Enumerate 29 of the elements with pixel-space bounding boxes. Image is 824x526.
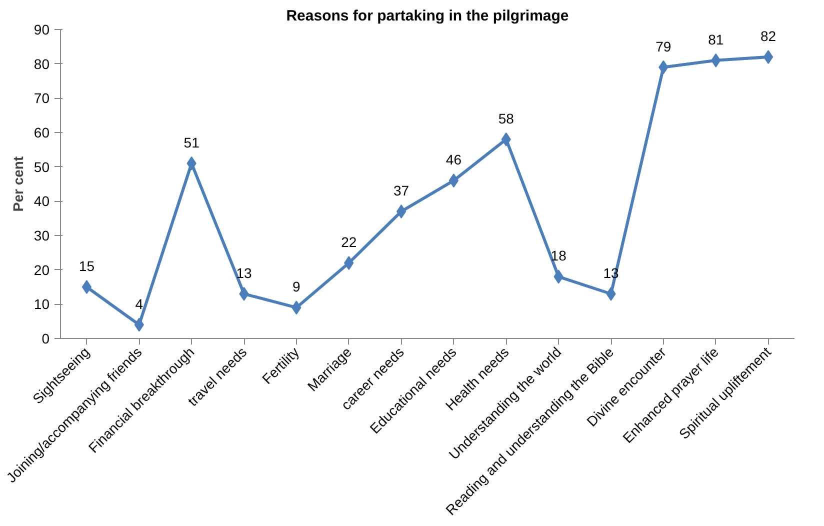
y-tick-label: 50 (34, 158, 50, 175)
point (448, 174, 459, 188)
data-label: 9 (292, 278, 301, 295)
y-tick-label: 30 (34, 228, 50, 244)
y-axis-title: Per cent (10, 156, 26, 212)
data-label: 46 (446, 152, 462, 168)
data-label: 13 (236, 264, 252, 281)
data-label: 18 (550, 248, 567, 264)
data-label: 15 (78, 258, 95, 274)
data-label: 22 (341, 234, 357, 250)
data-label: 4 (135, 296, 144, 312)
data-label: 37 (394, 182, 410, 198)
point (763, 50, 774, 64)
y-tick-label: 60 (34, 124, 50, 140)
y-tick-label: 40 (34, 193, 50, 210)
point (82, 280, 92, 294)
y-tick-label: 10 (34, 296, 50, 312)
y-tick-label: 90 (34, 22, 50, 38)
chart-title: Reasons for partaking in the pilgrimage (286, 8, 569, 24)
data-label: 82 (760, 28, 776, 44)
data-label: 51 (184, 134, 200, 150)
y-tick-label: 70 (34, 90, 50, 106)
data-label: 58 (498, 110, 514, 126)
data-label: 81 (708, 31, 724, 48)
point (396, 204, 406, 218)
y-tick-label: 0 (42, 330, 50, 346)
data-label: 79 (656, 38, 672, 54)
y-tick-label: 20 (34, 262, 50, 278)
y-tick-label: 80 (34, 56, 50, 72)
